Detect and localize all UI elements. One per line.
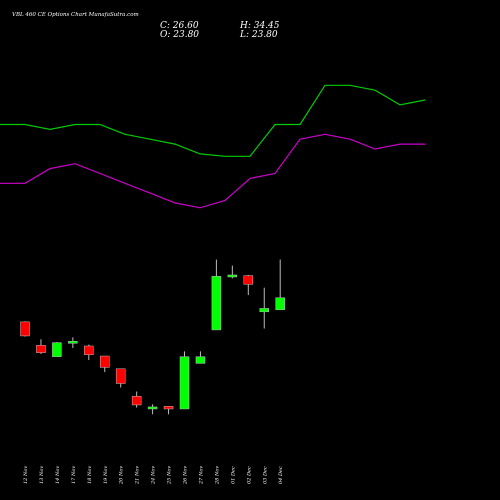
x-tick-label: 27 Nov xyxy=(198,466,204,485)
candle-body xyxy=(68,341,78,344)
candle-body xyxy=(20,321,30,337)
candle xyxy=(163,406,174,415)
candle xyxy=(259,287,269,329)
x-tick-label: 14 Nov xyxy=(55,466,61,484)
candle-body xyxy=(100,355,110,368)
candle-body xyxy=(211,276,222,331)
low-readout: L: 23.80 xyxy=(239,30,278,40)
candle-body xyxy=(275,297,285,311)
x-tick-label: 01 Dec xyxy=(230,466,236,484)
x-tick-label: 12 Nov xyxy=(23,466,29,484)
x-tick-label: 04 Dec xyxy=(278,466,284,484)
candle xyxy=(211,259,222,331)
x-tick-label: 19 Nov xyxy=(103,466,109,484)
candle xyxy=(179,351,190,410)
x-tick-label: 26 Nov xyxy=(183,466,189,485)
candle xyxy=(275,259,285,311)
upper-band-line xyxy=(0,84,426,157)
x-tick-label: 13 Nov xyxy=(39,466,45,484)
candle-body xyxy=(179,356,190,410)
bands-layer xyxy=(0,84,426,209)
candle-body xyxy=(84,345,94,355)
candle-body xyxy=(259,308,269,313)
x-tick-label: 24 Nov xyxy=(151,466,157,485)
close-readout: C: 26.60 xyxy=(160,21,199,31)
candle xyxy=(68,337,78,348)
x-tick-label: 20 Nov xyxy=(119,466,125,485)
candle-body xyxy=(115,368,126,384)
open-readout: O: 23.80 xyxy=(160,30,199,40)
candle xyxy=(147,404,158,415)
x-tick-label: 28 Nov xyxy=(214,466,220,485)
candle xyxy=(243,274,254,296)
candle-body xyxy=(131,395,142,406)
x-tick-label: 25 Nov xyxy=(167,466,173,485)
candle xyxy=(84,344,94,361)
x-axis: 12 Nov 13 Nov 14 Nov 17 Nov 18 Nov 19 Nov 20 N… xyxy=(23,466,284,485)
candle-body xyxy=(36,345,46,353)
candle-body xyxy=(147,406,158,410)
candle xyxy=(20,321,30,337)
candle xyxy=(115,368,126,388)
candle xyxy=(36,339,46,355)
candle xyxy=(131,391,142,408)
x-tick-label: 18 Nov xyxy=(87,466,93,484)
candle xyxy=(227,265,238,279)
high-readout: H: 34.45 xyxy=(239,21,280,31)
x-tick-label: 17 Nov xyxy=(71,466,77,484)
candle-body xyxy=(163,406,174,410)
candle xyxy=(52,341,62,357)
candle-body xyxy=(195,356,206,364)
candle xyxy=(100,355,110,373)
candle xyxy=(195,351,206,364)
candle-body xyxy=(227,274,238,278)
x-tick-label: 02 Dec xyxy=(246,466,252,484)
x-tick-label: 03 Dec xyxy=(262,466,268,484)
candle-body xyxy=(52,342,62,357)
candle-body xyxy=(243,275,254,285)
candles-layer xyxy=(20,259,285,415)
chart-title: VBL 460 CE Options Chart MunafaSutra.com xyxy=(12,12,139,18)
x-tick-label: 21 Nov xyxy=(135,466,141,485)
lower-band-line xyxy=(0,133,425,209)
